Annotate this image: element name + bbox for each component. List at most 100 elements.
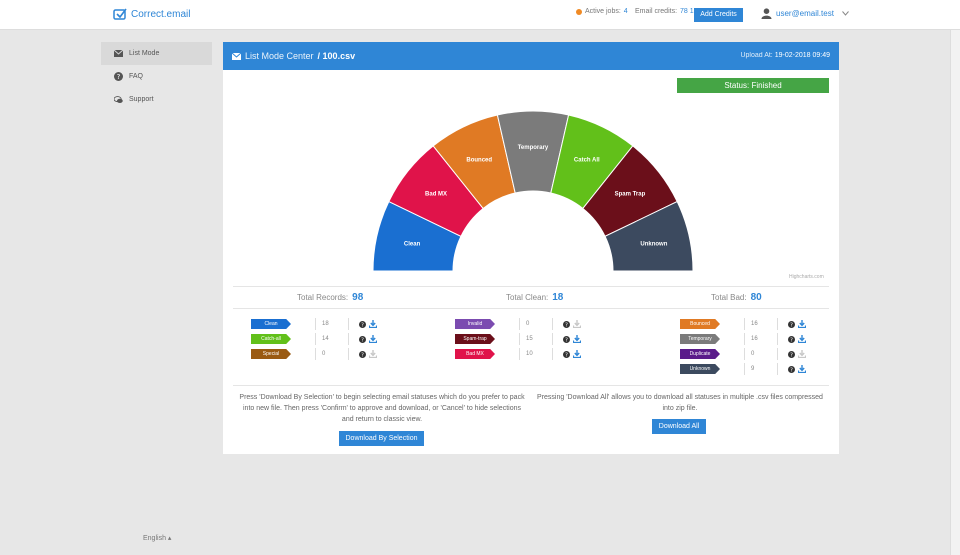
sidebar-item-faq[interactable]: ? FAQ xyxy=(101,65,212,88)
sidebar-item-list-mode[interactable]: List Mode xyxy=(101,42,212,65)
chart-credit[interactable]: Highcharts.com xyxy=(789,274,824,280)
info-icon[interactable]: ? xyxy=(562,320,570,328)
logo-text: Correct.email xyxy=(131,8,191,20)
status-tag[interactable]: Clean xyxy=(251,319,291,329)
status-count: 16 xyxy=(751,321,758,327)
add-credits-button[interactable]: Add Credits xyxy=(694,8,743,22)
status-count: 0 xyxy=(322,351,326,357)
sidebar-item-support[interactable]: Support xyxy=(101,88,212,111)
download-icon[interactable] xyxy=(369,320,377,328)
status-count: 10 xyxy=(526,351,533,357)
active-jobs-label: Active jobs: xyxy=(585,8,621,15)
svg-text:?: ? xyxy=(361,352,364,357)
sidebar-item-label: List Mode xyxy=(129,50,160,57)
status-row: Unknown 9? xyxy=(680,363,809,375)
info-icon[interactable]: ? xyxy=(787,365,795,373)
separator xyxy=(552,348,553,360)
status-row: Special 0? xyxy=(251,348,380,360)
page-title: List Mode Center / 100.csv xyxy=(232,51,355,61)
user-menu[interactable]: user@email.test xyxy=(761,8,849,19)
download-all-button[interactable]: Download All xyxy=(652,419,706,434)
status-row: Temporary 16? xyxy=(680,333,809,345)
total-clean: Total Clean: 18 xyxy=(506,292,563,303)
status-tag[interactable]: Catch-all xyxy=(251,334,291,344)
chart-label: Catch All xyxy=(574,157,600,163)
separator xyxy=(777,348,778,360)
separator xyxy=(552,333,553,345)
status-tag[interactable]: Duplicate xyxy=(680,349,720,359)
status-tag[interactable]: Bad MX xyxy=(455,349,495,359)
separator xyxy=(744,348,745,360)
download-icon[interactable] xyxy=(798,365,806,373)
status-tag[interactable]: Unknown xyxy=(680,364,720,374)
language-label: English xyxy=(143,535,166,542)
email-credits-label: Email credits: xyxy=(635,8,678,15)
info-icon[interactable]: ? xyxy=(358,350,366,358)
status-count: 0 xyxy=(526,321,530,327)
info-icon[interactable]: ? xyxy=(358,320,366,328)
upload-info: Upload At: 19-02-2018 09:49 xyxy=(740,52,830,59)
separator xyxy=(777,333,778,345)
svg-text:?: ? xyxy=(790,337,793,342)
top-bar: Correct.email Active jobs: 4 Email credi… xyxy=(0,0,960,30)
separator xyxy=(348,333,349,345)
active-jobs: Active jobs: 4 xyxy=(576,8,628,15)
download-all-description: Pressing 'Download All' allows you to do… xyxy=(537,394,823,412)
status-tag[interactable]: Spam-trap xyxy=(455,334,495,344)
status-count: 14 xyxy=(322,336,329,342)
info-icon[interactable]: ? xyxy=(358,335,366,343)
download-icon[interactable] xyxy=(573,350,581,358)
chevron-down-icon xyxy=(842,11,849,16)
download-icon[interactable] xyxy=(369,335,377,343)
chart-label: Unknown xyxy=(640,241,667,247)
sidebar: List Mode ? FAQ Support xyxy=(101,42,212,554)
status-row: Bounced 16? xyxy=(680,318,809,330)
info-icon[interactable]: ? xyxy=(787,350,795,358)
svg-text:?: ? xyxy=(565,337,568,342)
separator xyxy=(777,363,778,375)
logo[interactable]: Correct.email xyxy=(113,8,190,20)
download-by-selection-button[interactable]: Download By Selection xyxy=(339,431,424,446)
download-icon[interactable] xyxy=(798,320,806,328)
download-icon[interactable] xyxy=(798,335,806,343)
separator xyxy=(744,318,745,330)
status-count: 0 xyxy=(751,351,755,357)
chart-slice-unknown[interactable] xyxy=(604,200,694,272)
status-tag[interactable]: Special xyxy=(251,349,291,359)
separator xyxy=(519,348,520,360)
info-icon[interactable]: ? xyxy=(787,335,795,343)
separator xyxy=(744,333,745,345)
download-icon xyxy=(798,350,806,358)
status-chart: Clean Bad MX Bounced Temporary Catch All Spam… xyxy=(372,110,694,272)
panel-header: List Mode Center / 100.csv Upload At: 19… xyxy=(223,42,839,70)
download-icon[interactable] xyxy=(573,335,581,343)
download-icon xyxy=(369,350,377,358)
status-row: Spam-trap 15? xyxy=(455,333,584,345)
sidebar-item-label: FAQ xyxy=(129,73,144,80)
info-icon[interactable]: ? xyxy=(562,350,570,358)
sidebar-item-label: Support xyxy=(129,96,154,103)
page-scrollbar[interactable] xyxy=(950,30,960,555)
total-clean-label: Total Clean: xyxy=(506,293,549,302)
status-tag[interactable]: Invalid xyxy=(455,319,495,329)
info-icon[interactable]: ? xyxy=(562,335,570,343)
status-count: 9 xyxy=(751,366,755,372)
language-selector[interactable]: English ▴ xyxy=(143,534,171,542)
total-bad-value: 80 xyxy=(750,292,762,303)
svg-text:?: ? xyxy=(361,322,364,327)
separator xyxy=(315,333,316,345)
status-tag[interactable]: Temporary xyxy=(680,334,720,344)
separator xyxy=(315,318,316,330)
info-icon[interactable]: ? xyxy=(787,320,795,328)
status-tag[interactable]: Bounced xyxy=(680,319,720,329)
status-row: Invalid 0? xyxy=(455,318,584,330)
status-count: 18 xyxy=(322,321,329,327)
separator xyxy=(348,348,349,360)
total-clean-value: 18 xyxy=(552,292,564,303)
divider xyxy=(233,308,829,309)
total-bad: Total Bad: 80 xyxy=(711,292,762,303)
separator xyxy=(519,318,520,330)
breadcrumb-list-mode[interactable]: List Mode Center xyxy=(245,51,314,61)
status-row: Catch-all 14? xyxy=(251,333,380,345)
email-credits-value: 78 134 xyxy=(680,8,702,15)
